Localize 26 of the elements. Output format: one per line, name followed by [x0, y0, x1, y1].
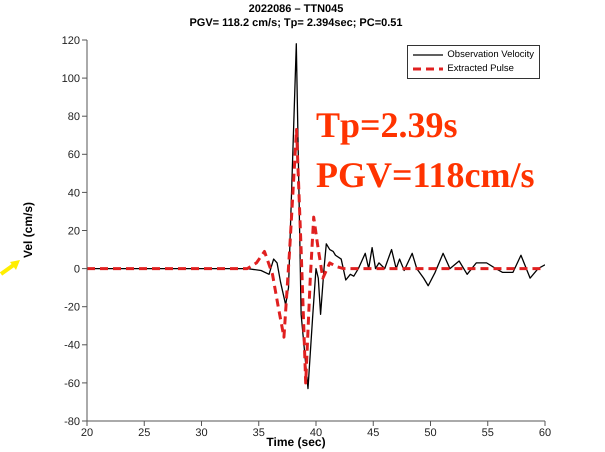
y-tick-label: 20 [68, 225, 80, 238]
legend-label: Extracted Pulse [447, 62, 514, 76]
legend-label: Observation Velocity [447, 48, 534, 62]
y-tick-label: 0 [74, 264, 80, 276]
y-tick-label: 120 [62, 34, 80, 47]
y-tick-label: -60 [64, 378, 80, 390]
y-tick-label: 80 [68, 111, 80, 124]
y-axis-title: Vel (cm/s) [21, 200, 35, 260]
y-tick-label: 60 [68, 149, 80, 162]
x-tick-label: 45 [367, 426, 380, 439]
x-tick-label: 20 [80, 426, 94, 439]
annotation: PGV=118cm/s [316, 154, 534, 197]
x-tick-label: 30 [195, 426, 208, 439]
y-tick-label: 100 [62, 73, 80, 86]
x-tick-label: 35 [252, 426, 265, 439]
chart-subtitle: PGV= 118.2 cm/s; Tp= 2.394sec; PC=0.51 [188, 16, 404, 30]
y-tick-label: -40 [64, 340, 80, 352]
y-tick-label: -20 [64, 302, 80, 314]
x-tick-label: 55 [482, 426, 494, 439]
annotation: Tp=2.39s [316, 104, 459, 147]
y-tick-label: -80 [64, 416, 80, 428]
y-tick-label: 40 [68, 187, 80, 200]
x-tick-label: 50 [424, 426, 437, 439]
chart-title: 2022086 – TTN045 [248, 2, 344, 16]
x-tick-label: 25 [138, 426, 150, 439]
x-tick-label: 60 [538, 426, 552, 439]
